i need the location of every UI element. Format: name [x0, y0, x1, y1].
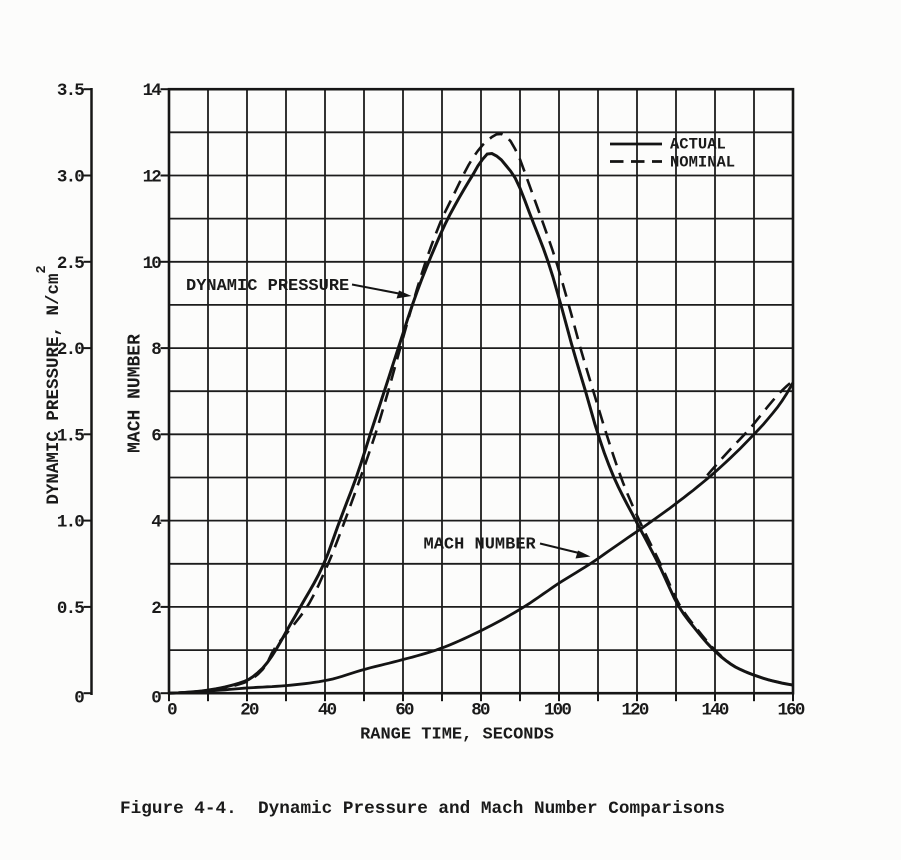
- svg-text:Figure 4-4. Dynamic Pressure: Figure 4-4. Dynamic Pressure and Mach Nu…: [120, 799, 725, 819]
- svg-text:RANGE TIME, SECONDS: RANGE TIME, SECONDS: [360, 726, 554, 745]
- svg-text:MACH NUMBER: MACH NUMBER: [126, 334, 146, 453]
- svg-text:3.5: 3.5: [57, 81, 84, 101]
- svg-text:100: 100: [544, 701, 571, 721]
- svg-text:10: 10: [143, 254, 162, 274]
- svg-text:4: 4: [151, 513, 161, 533]
- svg-text:0: 0: [151, 689, 161, 709]
- svg-text:1.5: 1.5: [57, 426, 84, 446]
- svg-text:MACH NUMBER: MACH NUMBER: [424, 536, 537, 555]
- svg-text:NOMINAL: NOMINAL: [670, 154, 735, 172]
- svg-text:160: 160: [777, 701, 804, 721]
- svg-text:DYNAMIC PRESSURE: DYNAMIC PRESSURE: [186, 277, 349, 296]
- svg-text:12: 12: [143, 168, 162, 188]
- svg-text:14: 14: [143, 81, 162, 101]
- svg-text:0.5: 0.5: [57, 599, 84, 619]
- svg-text:120: 120: [621, 701, 648, 721]
- svg-text:1.0: 1.0: [57, 513, 84, 533]
- svg-text:2.0: 2.0: [57, 340, 84, 360]
- svg-text:2: 2: [151, 599, 161, 619]
- svg-text:0: 0: [74, 689, 84, 709]
- svg-text:140: 140: [701, 701, 728, 721]
- svg-text:2.5: 2.5: [57, 254, 84, 274]
- svg-text:6: 6: [151, 426, 161, 446]
- svg-text:80: 80: [471, 701, 490, 721]
- svg-text:ACTUAL: ACTUAL: [670, 136, 726, 154]
- svg-text:40: 40: [318, 701, 337, 721]
- svg-text:0: 0: [167, 701, 177, 721]
- svg-text:3.0: 3.0: [57, 168, 84, 188]
- svg-text:20: 20: [240, 701, 259, 721]
- svg-text:60: 60: [395, 701, 414, 721]
- svg-text:8: 8: [151, 340, 161, 360]
